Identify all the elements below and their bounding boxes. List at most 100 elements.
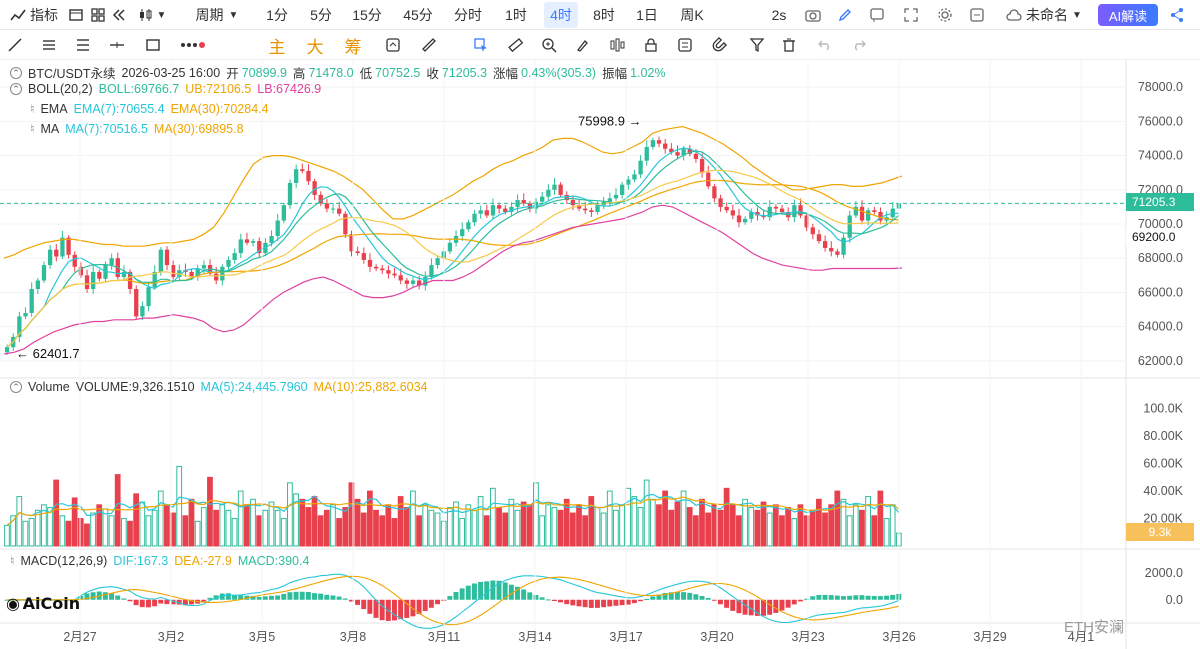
- ruler-icon[interactable]: [504, 34, 526, 56]
- rectangle-icon[interactable]: [142, 34, 164, 56]
- candle: [300, 169, 305, 171]
- candle: [619, 184, 625, 195]
- candles-icon[interactable]: [606, 34, 628, 56]
- trash-icon[interactable]: [778, 34, 800, 56]
- fullscreen-icon[interactable]: [900, 0, 922, 30]
- candle: [17, 316, 22, 337]
- timeframe-5[interactable]: 1时: [505, 7, 527, 23]
- bell-icon[interactable]: ♮: [30, 122, 35, 136]
- candle: [749, 212, 754, 219]
- timeframe-0[interactable]: 1分: [266, 7, 288, 23]
- refresh-interval[interactable]: 2s: [771, 7, 787, 23]
- macd-histogram-bar: [742, 599, 748, 615]
- magnet-icon[interactable]: [708, 34, 730, 56]
- ema30-line: [6, 179, 899, 348]
- macd-histogram-bar: [865, 595, 871, 600]
- brush-icon[interactable]: [572, 34, 594, 56]
- bell-icon[interactable]: ♮: [30, 102, 35, 116]
- parallel-lines-icon[interactable]: [38, 34, 60, 56]
- macd-tick-label: 2000.0: [1145, 566, 1183, 580]
- high-annotation: 75998.9 →: [578, 113, 642, 128]
- collapse-icon[interactable]: [110, 0, 128, 30]
- macd-histogram-bar: [674, 592, 680, 600]
- candle: [878, 212, 883, 221]
- more-tools-icon[interactable]: [178, 34, 208, 56]
- volume-bar: [250, 498, 256, 547]
- macd-histogram-bar: [256, 596, 262, 600]
- undo-icon[interactable]: [814, 34, 836, 56]
- kline-chart[interactable]: 62000.064000.066000.068000.070000.072000…: [0, 60, 1200, 649]
- timeframe-7[interactable]: 8时: [593, 7, 615, 23]
- measure-icon[interactable]: [418, 34, 440, 56]
- settings-gear-icon[interactable]: [934, 0, 956, 30]
- ma-legend: ♮ MA MA(7):70516.5 MA(30):69895.8: [30, 121, 244, 137]
- collapse-icon[interactable]: ⌃: [10, 83, 22, 95]
- lock-icon[interactable]: [640, 34, 662, 56]
- y-tick-label: 76000.0: [1138, 114, 1183, 128]
- volume-bar: [133, 493, 140, 547]
- timeframe-9[interactable]: 周K: [680, 7, 704, 23]
- volume-bar: [625, 487, 632, 547]
- volume-bar: [576, 504, 582, 547]
- timeframe-6[interactable]: 4时: [544, 2, 578, 28]
- volume-bar: [600, 512, 607, 547]
- timeframe-2[interactable]: 15分: [352, 7, 382, 23]
- timeframe-3[interactable]: 45分: [403, 7, 433, 23]
- pen-icon[interactable]: [834, 0, 856, 30]
- macd-histogram-bar: [361, 599, 367, 610]
- macd-histogram-bar: [724, 599, 730, 608]
- template-icon[interactable]: [66, 0, 86, 30]
- macd-histogram-bar: [705, 597, 711, 600]
- big-order-button[interactable]: 大: [306, 37, 324, 57]
- redo-icon[interactable]: [848, 34, 870, 56]
- collapse-icon[interactable]: ⌃: [10, 66, 22, 79]
- macd-histogram-bar: [551, 599, 557, 602]
- macd-histogram-bar: [730, 599, 736, 611]
- layout-grid-icon[interactable]: [88, 0, 108, 30]
- layout-name-dropdown[interactable]: 未命名 ▼: [1004, 0, 1084, 30]
- volume-bar: [188, 498, 195, 547]
- chevron-down-icon: ▼: [156, 9, 167, 21]
- macd-histogram-bar: [619, 599, 625, 606]
- macd-histogram-bar: [207, 597, 213, 600]
- period-dropdown[interactable]: 周期 ▼: [195, 7, 239, 23]
- candle-type-button[interactable]: ▼: [132, 0, 172, 30]
- volume-bar: [243, 504, 250, 547]
- trendline-icon[interactable]: [4, 34, 26, 56]
- timeframe-4[interactable]: 分时: [454, 7, 482, 23]
- macd-histogram-bar: [871, 596, 877, 600]
- zoom-in-icon[interactable]: [538, 34, 560, 56]
- timeframe-1[interactable]: 5分: [310, 7, 332, 23]
- candle: [164, 249, 170, 266]
- share-box-icon[interactable]: [966, 0, 988, 30]
- ema-legend: ♮ EMA EMA(7):70655.4 EMA(30):70284.4: [30, 101, 269, 117]
- bell-icon[interactable]: ♮: [10, 554, 15, 568]
- sync-icon[interactable]: [382, 34, 404, 56]
- share-icon[interactable]: [1166, 0, 1188, 30]
- candle: [392, 273, 397, 276]
- horizontal-line-icon[interactable]: [106, 34, 128, 56]
- timeframe-8[interactable]: 1日: [636, 7, 658, 23]
- candle: [170, 265, 176, 278]
- volume-bar: [526, 504, 533, 547]
- filter-icon[interactable]: [746, 34, 768, 56]
- macd-histogram-bar: [711, 599, 717, 601]
- macd-histogram-bar: [287, 592, 293, 600]
- fib-lines-icon[interactable]: [72, 34, 94, 56]
- volume-bar: [157, 490, 164, 547]
- volume-bar: [613, 509, 619, 547]
- cursor-icon[interactable]: [470, 34, 492, 56]
- collapse-icon[interactable]: ⌃: [10, 381, 22, 393]
- candle: [712, 186, 717, 199]
- volume-tick-label: 100.0K: [1143, 402, 1183, 416]
- main-indicator-button[interactable]: 主: [268, 37, 286, 57]
- macd-histogram-bar: [515, 586, 520, 600]
- indicators-button[interactable]: 指标: [4, 0, 64, 30]
- ai-interpret-button[interactable]: AI解读: [1098, 4, 1158, 26]
- volume-bar: [114, 474, 121, 547]
- candle: [576, 205, 582, 209]
- chip-distribution-button[interactable]: 筹: [344, 37, 362, 57]
- camera-icon[interactable]: [802, 0, 824, 30]
- note-icon[interactable]: [674, 34, 696, 56]
- alert-icon[interactable]: [866, 0, 888, 30]
